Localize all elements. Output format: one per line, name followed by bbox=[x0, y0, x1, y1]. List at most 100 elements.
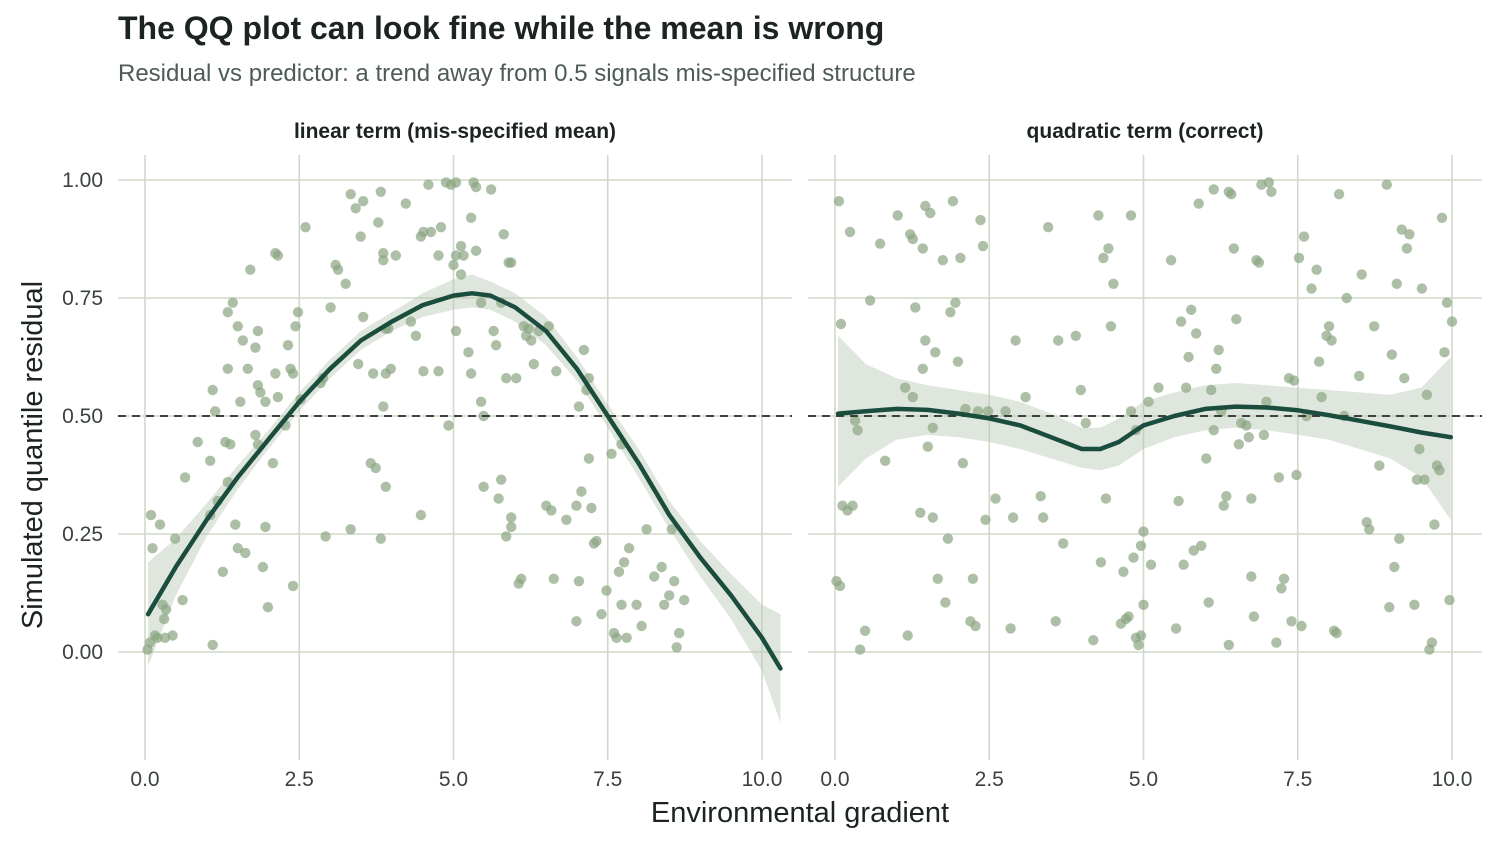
data-point bbox=[1153, 382, 1164, 393]
data-point bbox=[1193, 198, 1204, 209]
data-point bbox=[1123, 611, 1134, 622]
data-point bbox=[1145, 559, 1157, 570]
data-point bbox=[910, 302, 921, 313]
data-point bbox=[252, 325, 264, 337]
data-point bbox=[345, 189, 356, 200]
data-point bbox=[450, 250, 462, 261]
data-point bbox=[1170, 623, 1182, 634]
data-point bbox=[982, 406, 994, 417]
data-point bbox=[169, 533, 181, 544]
data-point bbox=[1298, 231, 1310, 242]
data-point bbox=[1434, 465, 1445, 476]
data-point bbox=[490, 340, 502, 351]
data-point bbox=[498, 229, 509, 240]
data-point bbox=[1384, 602, 1395, 613]
data-point bbox=[230, 519, 241, 530]
data-point bbox=[1143, 396, 1154, 407]
y-tick-label: 0.00 bbox=[62, 641, 103, 664]
data-point bbox=[1381, 179, 1393, 190]
data-point bbox=[179, 472, 191, 483]
data-point bbox=[669, 576, 680, 587]
data-point bbox=[1206, 384, 1217, 396]
data-point bbox=[618, 557, 630, 568]
data-point bbox=[571, 500, 582, 511]
data-point bbox=[405, 316, 417, 327]
data-point bbox=[1439, 347, 1450, 358]
data-point bbox=[930, 347, 941, 358]
data-point bbox=[1271, 637, 1282, 648]
data-point bbox=[561, 514, 572, 525]
data-point bbox=[1050, 616, 1061, 627]
data-point bbox=[1038, 512, 1049, 523]
data-point bbox=[463, 347, 474, 358]
data-point bbox=[378, 248, 389, 259]
data-point bbox=[358, 311, 369, 323]
data-point bbox=[972, 406, 984, 417]
data-point bbox=[852, 425, 863, 436]
data-point bbox=[282, 340, 294, 351]
data-point bbox=[907, 233, 918, 245]
data-point bbox=[1246, 493, 1257, 504]
data-point bbox=[937, 255, 948, 266]
data-point bbox=[548, 573, 559, 584]
data-point bbox=[907, 391, 918, 403]
data-point bbox=[1035, 491, 1046, 502]
x-tick-label: 0.0 bbox=[130, 768, 159, 791]
data-point bbox=[1306, 283, 1317, 294]
data-point bbox=[835, 318, 847, 330]
data-point bbox=[591, 535, 602, 547]
data-point bbox=[631, 599, 642, 610]
data-point bbox=[496, 474, 507, 485]
data-point bbox=[664, 590, 675, 601]
data-point bbox=[350, 203, 361, 214]
data-point bbox=[1135, 540, 1147, 551]
data-point bbox=[621, 632, 632, 643]
data-point bbox=[1105, 321, 1117, 332]
data-point bbox=[390, 250, 401, 261]
data-point bbox=[485, 184, 497, 195]
data-point bbox=[465, 368, 477, 379]
data-point bbox=[425, 226, 437, 238]
chart-title: The QQ plot can look fine while the mean… bbox=[118, 10, 885, 46]
data-point bbox=[528, 358, 539, 370]
data-point bbox=[1426, 637, 1438, 648]
x-tick-label: 10.0 bbox=[742, 768, 783, 791]
data-point bbox=[1128, 552, 1139, 563]
data-point bbox=[1108, 278, 1119, 289]
data-point bbox=[980, 514, 991, 525]
panel-2: quadratic term (correct) 0.0 2.5 5.0 7.5 10.0 bbox=[808, 120, 1482, 791]
data-point bbox=[834, 580, 846, 592]
data-point bbox=[1020, 391, 1031, 403]
data-point bbox=[915, 507, 926, 518]
data-point bbox=[240, 547, 251, 559]
data-point bbox=[1173, 495, 1184, 507]
y-tick-label: 0.75 bbox=[62, 287, 103, 310]
data-point bbox=[523, 323, 534, 334]
chart-subtitle: Residual vs predictor: a trend away from… bbox=[118, 60, 916, 87]
data-point bbox=[623, 543, 635, 554]
data-point bbox=[433, 250, 444, 261]
data-point bbox=[573, 576, 585, 587]
data-point bbox=[1261, 396, 1272, 407]
data-point bbox=[940, 597, 951, 608]
confidence-ribbon bbox=[148, 274, 781, 723]
data-point bbox=[1226, 189, 1237, 200]
data-point bbox=[1416, 283, 1428, 294]
data-point bbox=[287, 580, 299, 592]
data-point bbox=[332, 264, 344, 275]
data-point bbox=[1429, 519, 1440, 530]
data-point bbox=[1191, 328, 1202, 339]
data-point bbox=[551, 366, 562, 377]
data-point bbox=[596, 609, 607, 620]
panel-strip-label: quadratic term (correct) bbox=[1027, 120, 1264, 143]
data-point bbox=[380, 481, 391, 492]
data-point bbox=[586, 502, 597, 514]
smooth-trend-line bbox=[145, 291, 783, 671]
data-point bbox=[225, 439, 236, 450]
panel-1: linear term (mis-specified mean) 0.0 2.5 5.… bbox=[62, 120, 792, 791]
data-point bbox=[375, 186, 386, 197]
data-point bbox=[260, 396, 271, 407]
data-point bbox=[1043, 222, 1054, 233]
data-point bbox=[578, 344, 590, 356]
data-point bbox=[601, 585, 612, 596]
